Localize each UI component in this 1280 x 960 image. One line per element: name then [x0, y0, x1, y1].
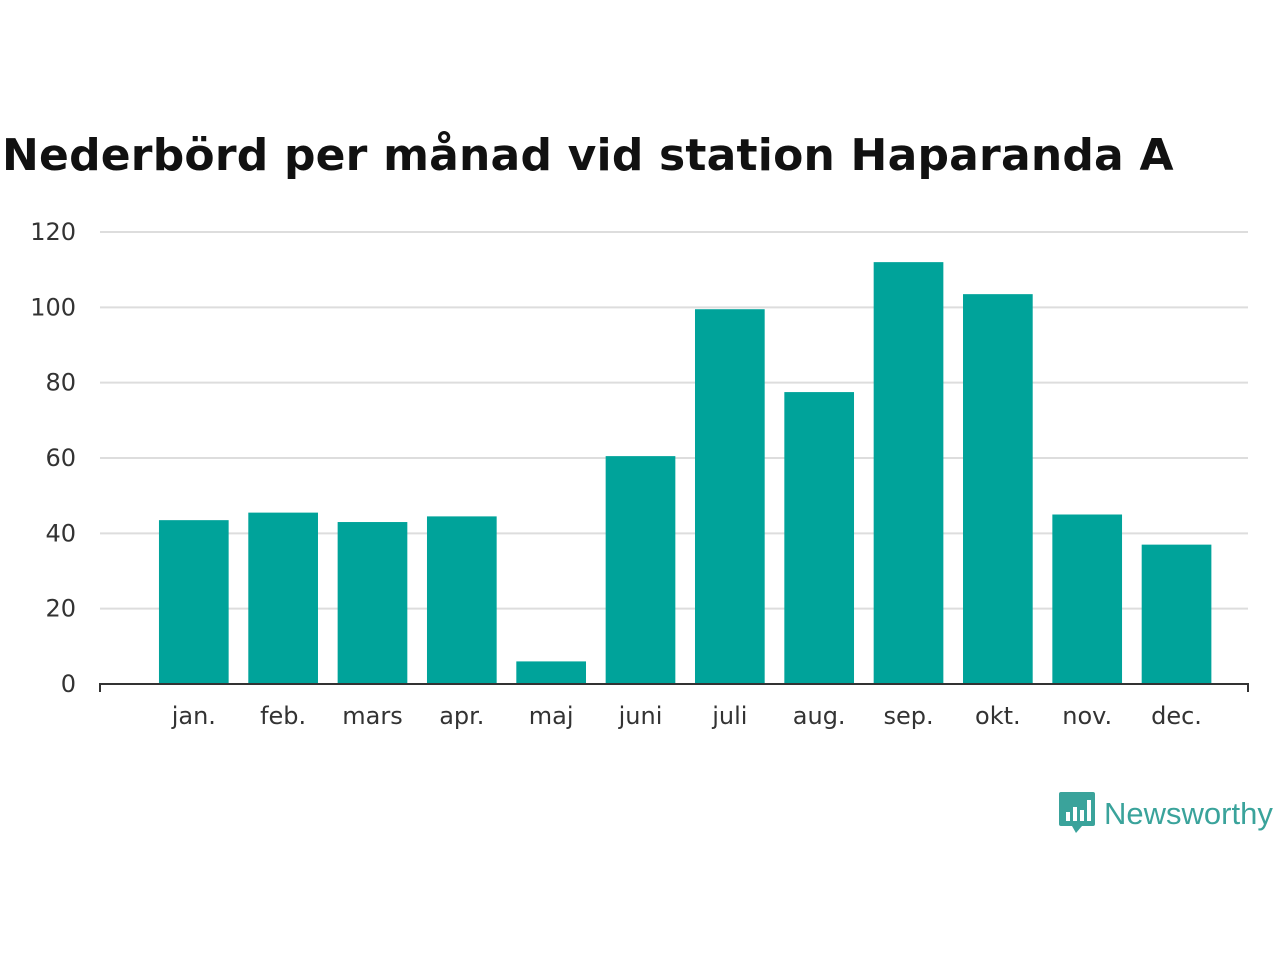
y-tick-label: 20: [45, 595, 76, 623]
x-tick-label: sep.: [883, 702, 933, 730]
bar: [1052, 514, 1123, 684]
bar: [694, 309, 765, 684]
x-tick-label: aug.: [793, 702, 846, 730]
x-tick-label: juni: [618, 702, 663, 730]
bar: [963, 294, 1033, 684]
y-tick-label: 0: [61, 670, 76, 698]
y-tick-label: 120: [30, 218, 76, 246]
x-tick-label: feb.: [260, 702, 306, 730]
brand-name: Newsworthy: [1104, 796, 1273, 831]
x-tick-label: okt.: [975, 702, 1021, 730]
chart-title: Nederbörd per månad vid station Haparand…: [2, 130, 1174, 181]
y-tick-label: 40: [45, 519, 76, 547]
bar: [1141, 544, 1212, 684]
y-tick-label: 60: [45, 444, 76, 472]
tick-labels: 0 20 40 60 80 100 120 jan. feb. mars apr. maj juni ju…: [30, 218, 1202, 730]
x-tick-label: dec.: [1151, 702, 1202, 730]
bar: [337, 522, 408, 684]
x-tick-label: apr.: [439, 702, 484, 730]
newsworthy-brand: Newsworthy: [1058, 790, 1273, 838]
bar: [605, 456, 676, 684]
bar: [248, 512, 318, 684]
bar: [426, 516, 497, 684]
newsworthy-logo-icon: [1058, 790, 1096, 838]
x-axis: [99, 683, 1249, 692]
y-tick-label: 80: [45, 369, 76, 397]
bar: [516, 661, 587, 684]
x-tick-label: nov.: [1062, 702, 1112, 730]
bars: [158, 262, 1212, 684]
bar: [784, 392, 855, 684]
x-tick-label: juli: [711, 702, 747, 730]
x-tick-label: maj: [529, 702, 574, 730]
bar: [873, 262, 944, 684]
bar: [158, 520, 229, 684]
x-tick-label: mars: [342, 702, 402, 730]
y-tick-label: 100: [30, 293, 76, 321]
x-tick-label: jan.: [171, 702, 216, 730]
